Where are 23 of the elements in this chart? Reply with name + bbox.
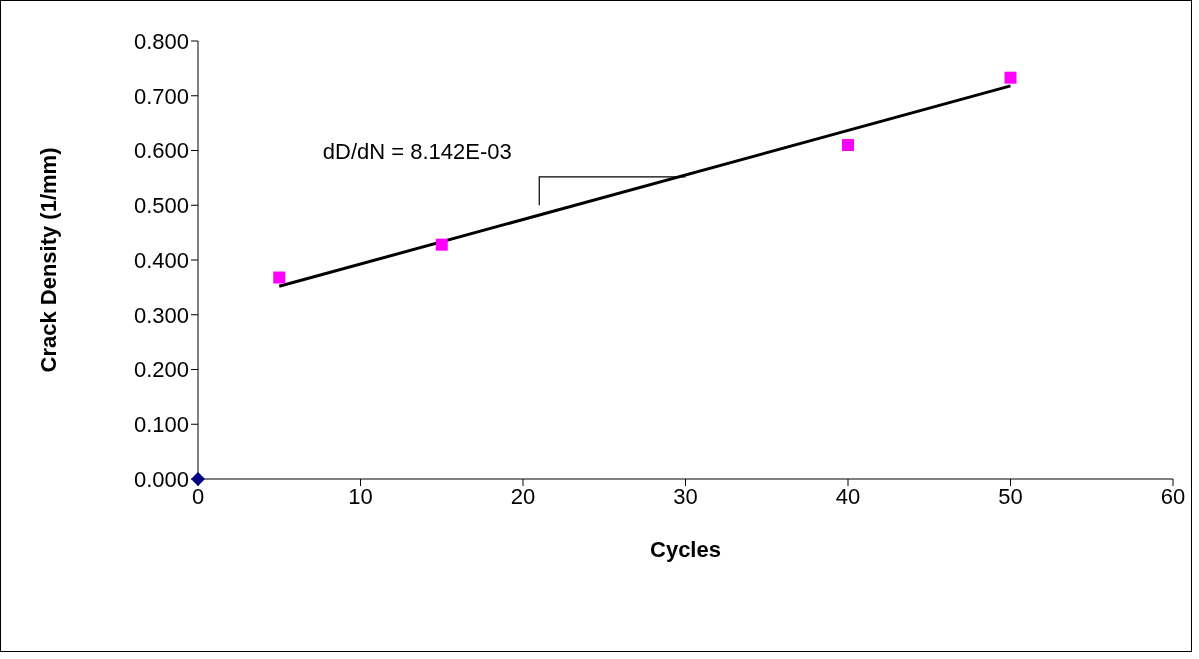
point [273,271,286,284]
x-tick-label: 50 [998,483,1023,509]
y-axis-title: Crack Density (1/mm) [35,147,61,373]
y-tick-label: 0.200 [133,357,189,383]
y-tick-label: 0.400 [133,247,189,273]
y-tick-label: 0.600 [133,138,189,164]
y-tick-label: 0.800 [133,28,189,54]
y-tick-label: 0.500 [133,193,189,219]
y-tick-label: 0.100 [133,412,189,438]
x-tick-label: 10 [348,483,373,509]
y-tick-label: 0.000 [133,466,189,492]
y-tick-label: 0.700 [133,83,189,109]
x-tick-label: 20 [510,483,536,509]
x-tick-label: 60 [1160,483,1186,509]
x-tick-label: 30 [673,483,698,509]
point [842,139,854,152]
x-axis-title: Cycles [650,536,721,562]
x-tick-label: 40 [835,483,861,509]
y-tick-label: 0.300 [133,302,189,328]
point [435,238,448,251]
point [1004,71,1017,84]
annotation: dD/dN = 8.142E-03 [322,139,512,165]
x-tick-label: 0 [191,483,205,509]
